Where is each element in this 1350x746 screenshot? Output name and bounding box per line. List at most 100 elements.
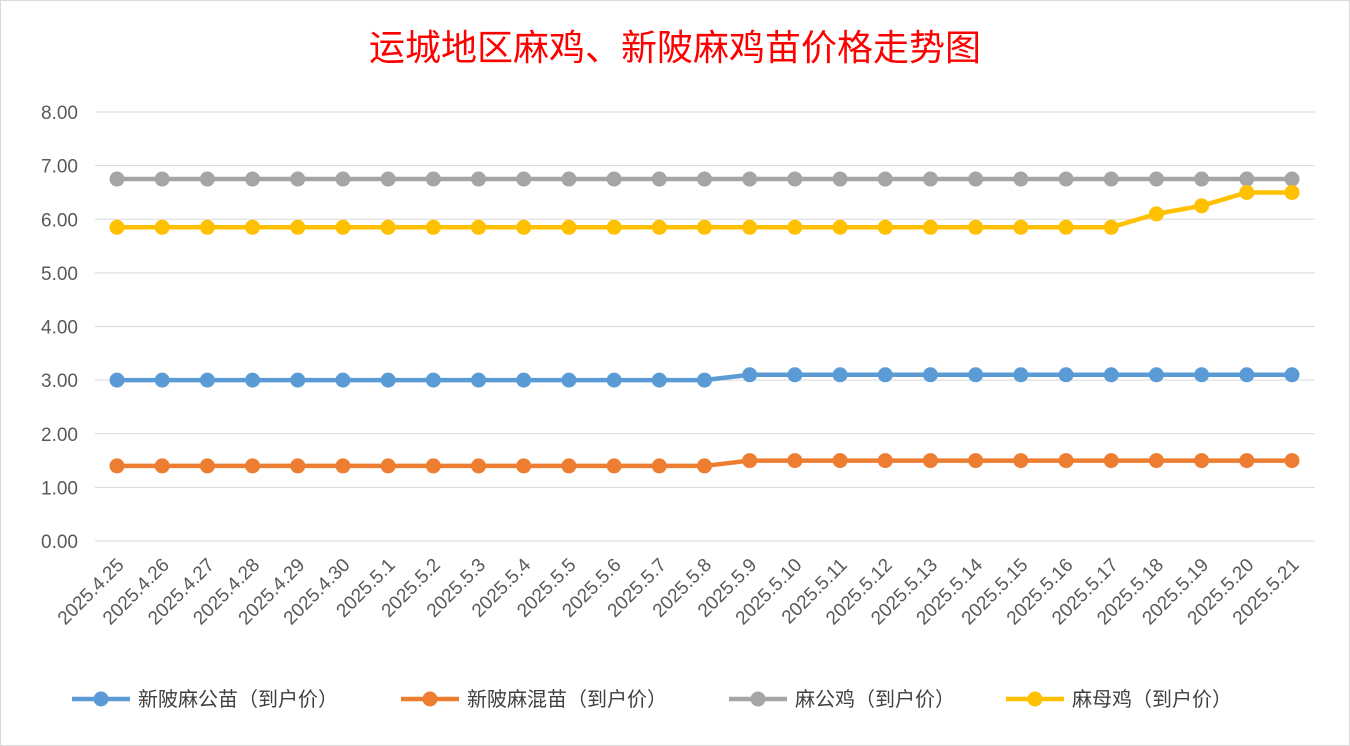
data-point	[787, 367, 803, 383]
legend-label: 麻母鸡（到户价）	[1072, 687, 1232, 711]
data-point	[380, 219, 396, 235]
data-point	[832, 171, 848, 187]
y-tick-label: 3.00	[41, 371, 78, 392]
data-point	[561, 219, 577, 235]
data-point	[1284, 171, 1300, 187]
y-tick-label: 0.00	[41, 532, 78, 553]
data-point	[922, 453, 938, 469]
data-point	[1103, 219, 1119, 235]
data-point	[335, 171, 351, 187]
data-point	[425, 458, 441, 474]
data-point	[1103, 453, 1119, 469]
data-point	[1013, 453, 1029, 469]
y-axis-ticks: 0.00 1.00 2.00 3.00 4.00 5.00 6.00 7.00 8.00	[41, 103, 78, 553]
data-point	[561, 458, 577, 474]
data-point	[606, 372, 622, 388]
data-point	[1148, 367, 1164, 383]
y-tick-label: 5.00	[41, 264, 78, 285]
chart-title: 运城地区麻鸡、新陂麻鸡苗价格走势图	[369, 28, 981, 69]
series-2	[109, 171, 1300, 187]
data-point	[335, 219, 351, 235]
data-point	[968, 219, 984, 235]
data-point	[109, 171, 125, 187]
legend-marker	[750, 691, 766, 707]
data-point	[968, 171, 984, 187]
data-point	[471, 372, 487, 388]
legend-item: 麻公鸡（到户价）	[729, 687, 955, 711]
data-point	[742, 171, 758, 187]
data-point	[154, 171, 170, 187]
data-point	[199, 372, 215, 388]
data-point	[877, 171, 893, 187]
data-point	[109, 219, 125, 235]
data-point	[877, 367, 893, 383]
data-point	[1239, 184, 1255, 200]
data-point	[380, 372, 396, 388]
data-point	[1194, 198, 1210, 214]
data-point	[516, 458, 532, 474]
data-point	[697, 372, 712, 388]
data-point	[471, 458, 487, 474]
y-tick-label: 6.00	[41, 210, 78, 231]
data-point	[154, 372, 170, 388]
series-lines	[109, 171, 1300, 474]
data-point	[787, 171, 803, 187]
data-point	[922, 367, 938, 383]
data-point	[1058, 367, 1074, 383]
data-point	[1194, 453, 1210, 469]
data-point	[651, 372, 667, 388]
data-point	[651, 458, 667, 474]
data-point	[199, 219, 215, 235]
data-point	[877, 219, 893, 235]
data-point	[832, 219, 848, 235]
data-point	[290, 372, 306, 388]
data-point	[380, 171, 396, 187]
data-point	[968, 367, 984, 383]
data-point	[651, 219, 667, 235]
data-point	[109, 458, 125, 474]
data-point	[516, 219, 532, 235]
data-point	[697, 219, 712, 235]
data-point	[199, 171, 215, 187]
data-point	[1284, 184, 1300, 200]
legend-marker	[93, 691, 109, 707]
data-point	[154, 219, 170, 235]
legend: 新陂麻公苗（到户价） 新陂麻混苗（到户价） 麻公鸡（到户价） 麻母鸡（到户价）	[72, 687, 1232, 711]
data-point	[471, 171, 487, 187]
data-point	[245, 219, 261, 235]
data-point	[1194, 171, 1210, 187]
data-point	[1058, 171, 1074, 187]
data-point	[742, 453, 758, 469]
data-point	[561, 171, 577, 187]
legend-marker	[1027, 691, 1043, 707]
legend-marker	[422, 691, 438, 707]
data-point	[832, 453, 848, 469]
data-point	[154, 458, 170, 474]
data-point	[1239, 453, 1255, 469]
data-point	[245, 458, 261, 474]
data-point	[561, 372, 577, 388]
data-point	[245, 171, 261, 187]
data-point	[109, 372, 125, 388]
data-point	[380, 458, 396, 474]
data-point	[1284, 367, 1300, 383]
data-point	[922, 171, 938, 187]
y-tick-label: 8.00	[41, 103, 78, 124]
data-point	[199, 458, 215, 474]
data-point	[606, 458, 622, 474]
data-point	[1013, 219, 1029, 235]
data-point	[697, 171, 712, 187]
series-0	[109, 367, 1300, 388]
data-point	[335, 458, 351, 474]
data-point	[1103, 367, 1119, 383]
data-point	[606, 219, 622, 235]
y-tick-label: 2.00	[41, 425, 78, 446]
legend-item: 麻母鸡（到户价）	[1006, 687, 1232, 711]
data-point	[1239, 171, 1255, 187]
legend-label: 麻公鸡（到户价）	[795, 687, 955, 711]
data-point	[516, 372, 532, 388]
data-point	[1148, 453, 1164, 469]
series-3	[109, 184, 1300, 235]
data-point	[1239, 367, 1255, 383]
gridlines	[95, 111, 1315, 542]
